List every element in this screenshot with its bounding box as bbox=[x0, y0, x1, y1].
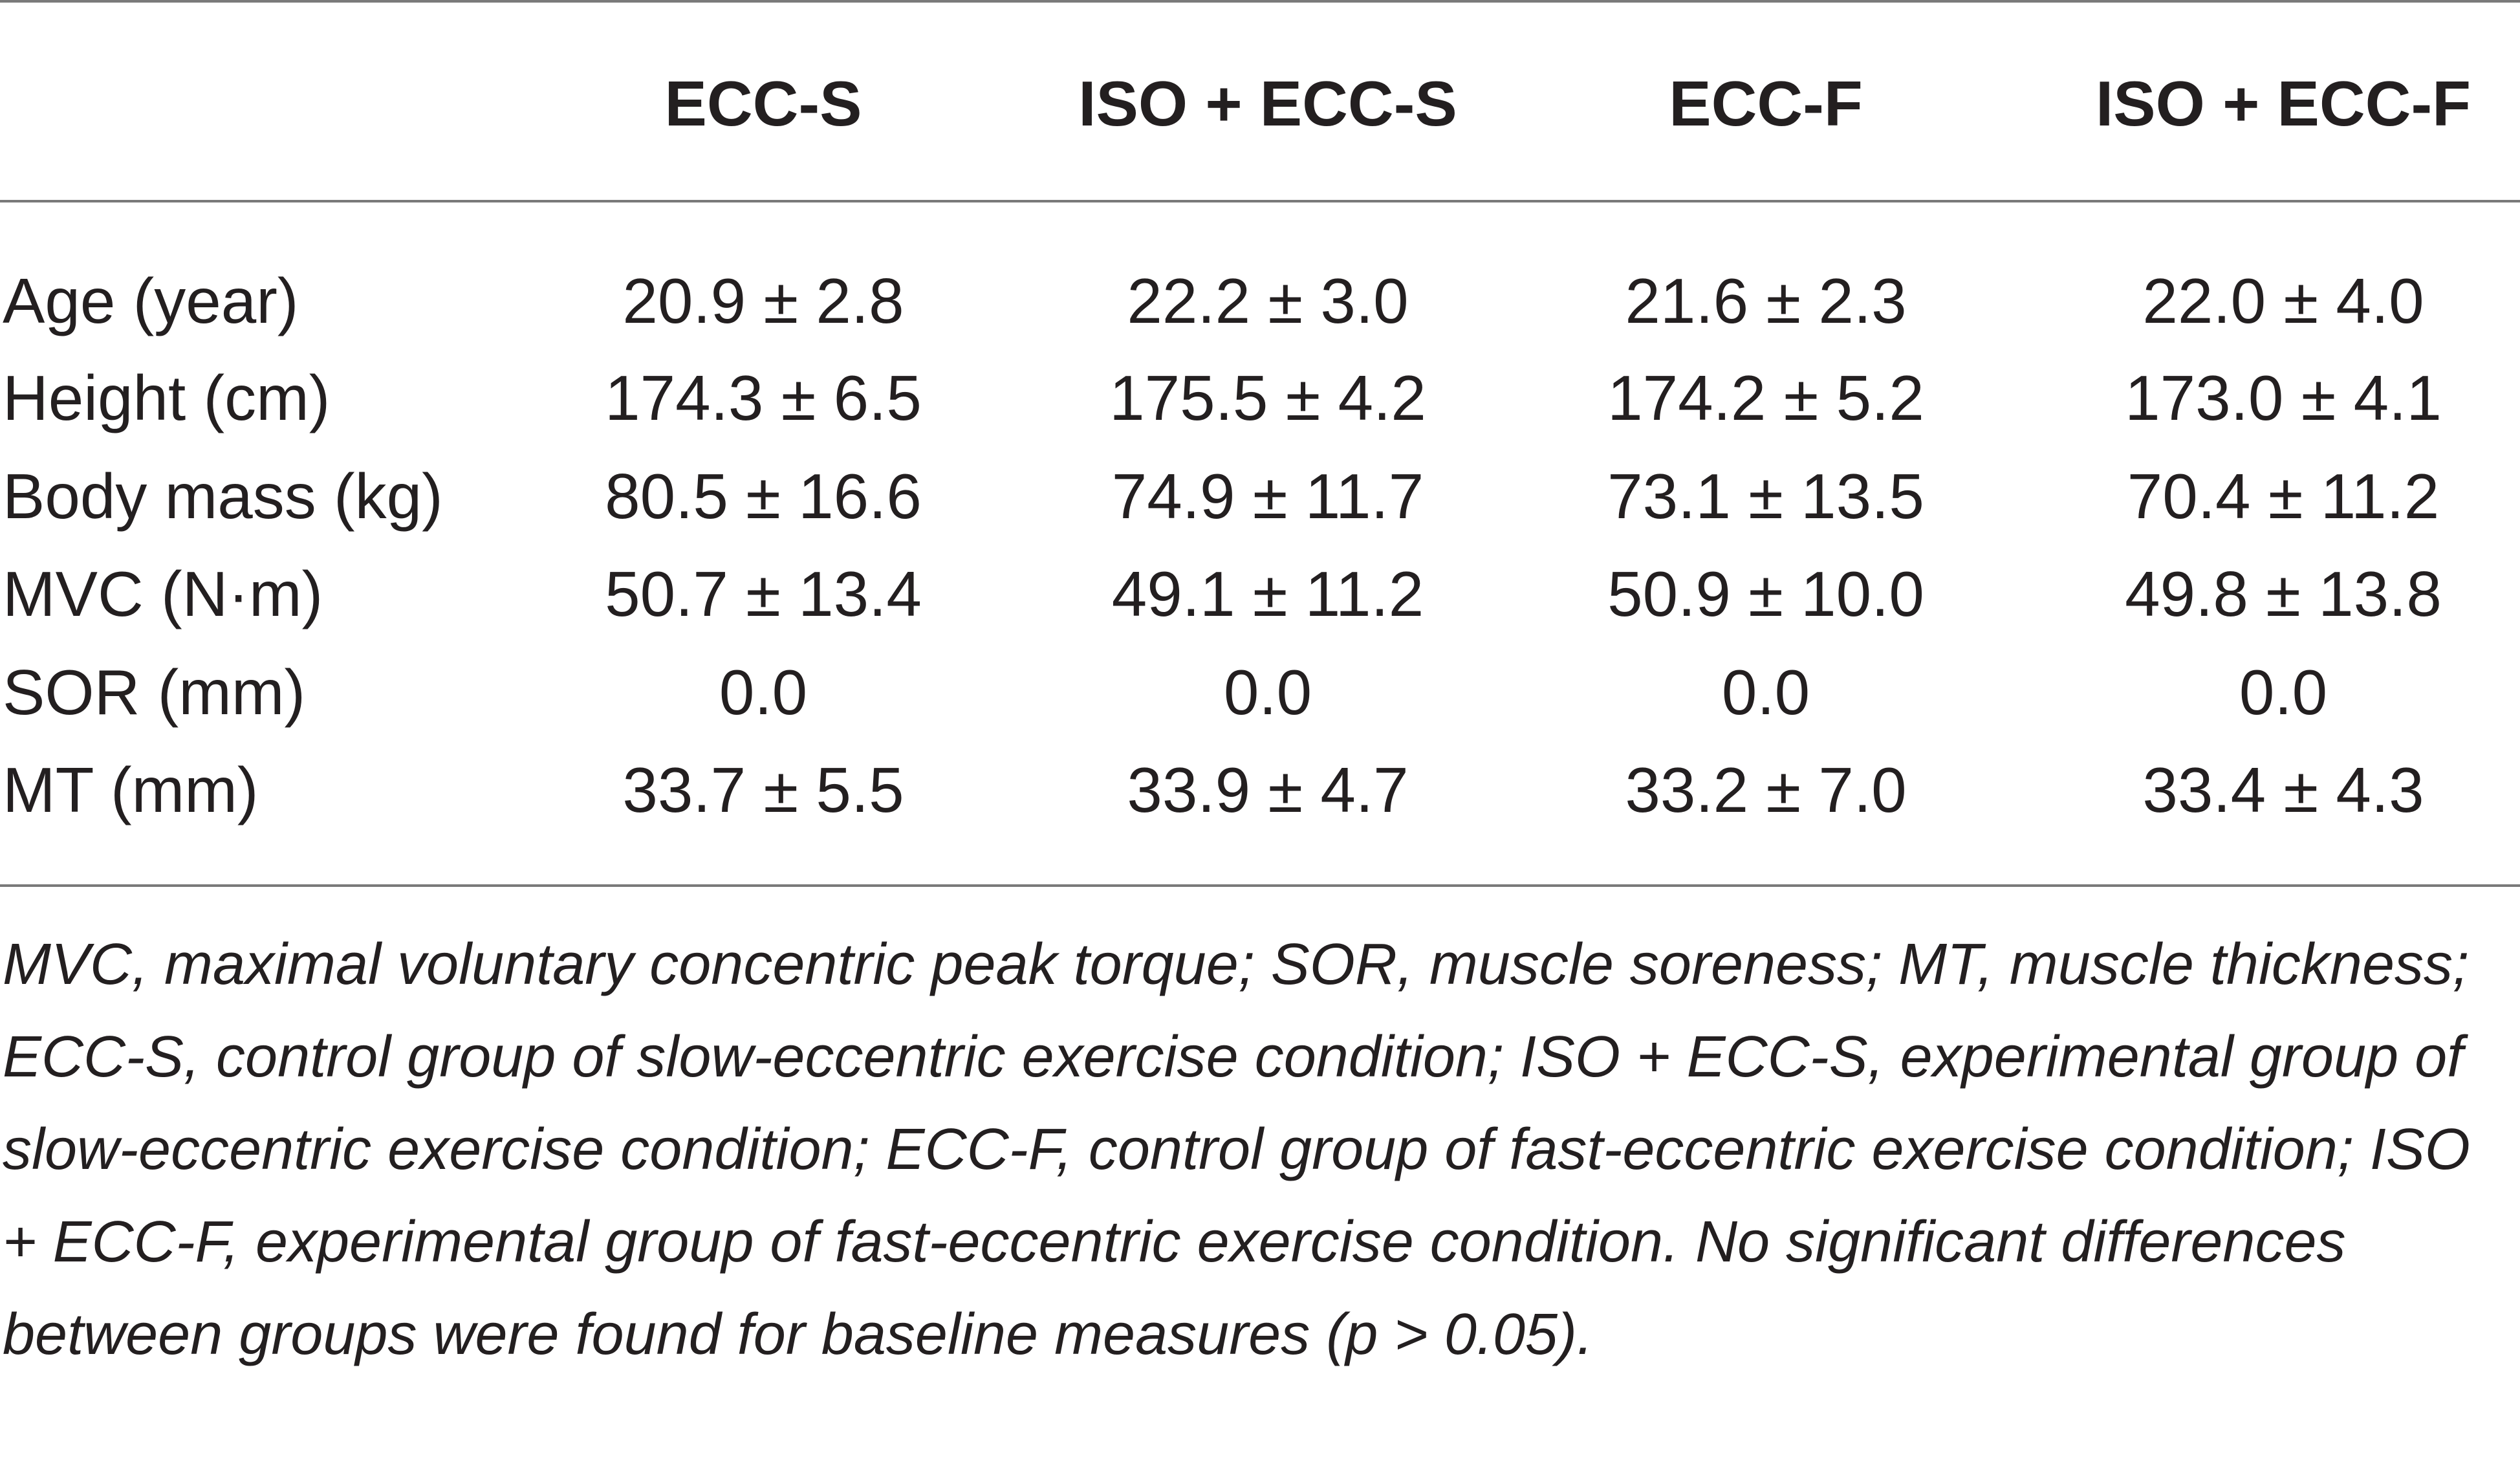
table-cell: 74.9 ± 11.7 bbox=[1111, 461, 1424, 532]
table-cell: 33.2 ± 7.0 bbox=[1625, 754, 1907, 825]
table-cell: 22.2 ± 3.0 bbox=[1127, 265, 1409, 336]
header-rule bbox=[0, 200, 2520, 202]
table-cell: 33.7 ± 5.5 bbox=[622, 754, 904, 825]
table-cell: 0.0 bbox=[1223, 657, 1312, 728]
table-cell: 50.7 ± 13.4 bbox=[605, 558, 922, 629]
row-label-mt: MT (mm) bbox=[3, 754, 259, 825]
row-label-body-mass: Body mass (kg) bbox=[3, 461, 443, 532]
table-cell: 73.1 ± 13.5 bbox=[1607, 461, 1924, 532]
table-cell: 33.9 ± 4.7 bbox=[1127, 754, 1409, 825]
column-header-ecc-s: ECC-S bbox=[664, 68, 862, 139]
table-cell: 50.9 ± 10.0 bbox=[1607, 558, 1924, 629]
row-label-height: Height (cm) bbox=[3, 362, 331, 433]
table-top-rule bbox=[0, 0, 2520, 3]
table-cell: 80.5 ± 16.6 bbox=[605, 461, 922, 532]
row-label-sor: SOR (mm) bbox=[3, 657, 306, 728]
row-label-mvc: MVC (N·m) bbox=[3, 558, 323, 629]
table-cell: 173.0 ± 4.1 bbox=[2125, 362, 2442, 433]
table-bottom-rule bbox=[0, 884, 2520, 887]
table-cell: 70.4 ± 11.2 bbox=[2127, 461, 2440, 532]
table-cell: 175.5 ± 4.2 bbox=[1109, 362, 1426, 433]
table-cell: 20.9 ± 2.8 bbox=[622, 265, 904, 336]
table-cell: 0.0 bbox=[1721, 657, 1810, 728]
table-cell: 174.2 ± 5.2 bbox=[1607, 362, 1924, 433]
table-cell: 174.3 ± 6.5 bbox=[605, 362, 922, 433]
column-header-iso-ecc-f: ISO + ECC-F bbox=[2096, 68, 2471, 139]
row-label-age: Age (year) bbox=[3, 265, 299, 336]
table-cell: 33.4 ± 4.3 bbox=[2142, 754, 2424, 825]
column-header-ecc-f: ECC-F bbox=[1669, 68, 1863, 139]
column-header-iso-ecc-s: ISO + ECC-S bbox=[1078, 68, 1457, 139]
table-cell: 49.8 ± 13.8 bbox=[2125, 558, 2442, 629]
table-cell: 0.0 bbox=[2239, 657, 2328, 728]
table-cell: 0.0 bbox=[719, 657, 808, 728]
table-footnote: MVC, maximal voluntary concentric peak t… bbox=[3, 932, 2470, 1367]
table-cell: 22.0 ± 4.0 bbox=[2142, 265, 2424, 336]
table-cell: 49.1 ± 11.2 bbox=[1111, 558, 1424, 629]
table-cell: 21.6 ± 2.3 bbox=[1625, 265, 1907, 336]
